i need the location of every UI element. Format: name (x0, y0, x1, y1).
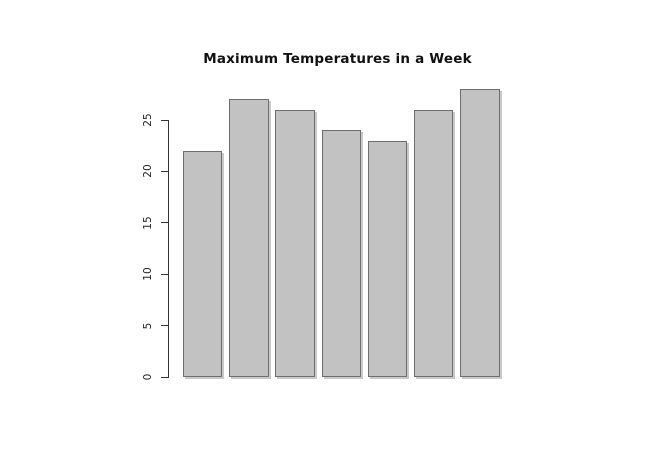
y-tick-label: 15 (142, 216, 154, 230)
y-tick-mark (161, 170, 168, 172)
chart-title: Maximum Temperatures in a Week (203, 51, 472, 67)
bar (275, 109, 315, 377)
y-tick-label: 10 (142, 267, 154, 281)
y-tick-mark (161, 222, 168, 224)
bar (414, 109, 454, 377)
bar (460, 89, 500, 377)
bar (321, 130, 361, 377)
bar (229, 99, 269, 377)
bar (183, 150, 223, 377)
y-tick-mark (161, 273, 168, 275)
y-tick-mark (161, 325, 168, 327)
bar (367, 140, 408, 377)
y-tick-label: 0 (142, 373, 154, 381)
y-tick-label: 20 (142, 164, 154, 179)
y-tick-mark (161, 119, 168, 121)
y-tick-label: 5 (142, 322, 154, 329)
y-tick-mark (161, 376, 168, 378)
y-tick-label: 25 (142, 113, 154, 127)
y-axis-line (168, 120, 169, 378)
